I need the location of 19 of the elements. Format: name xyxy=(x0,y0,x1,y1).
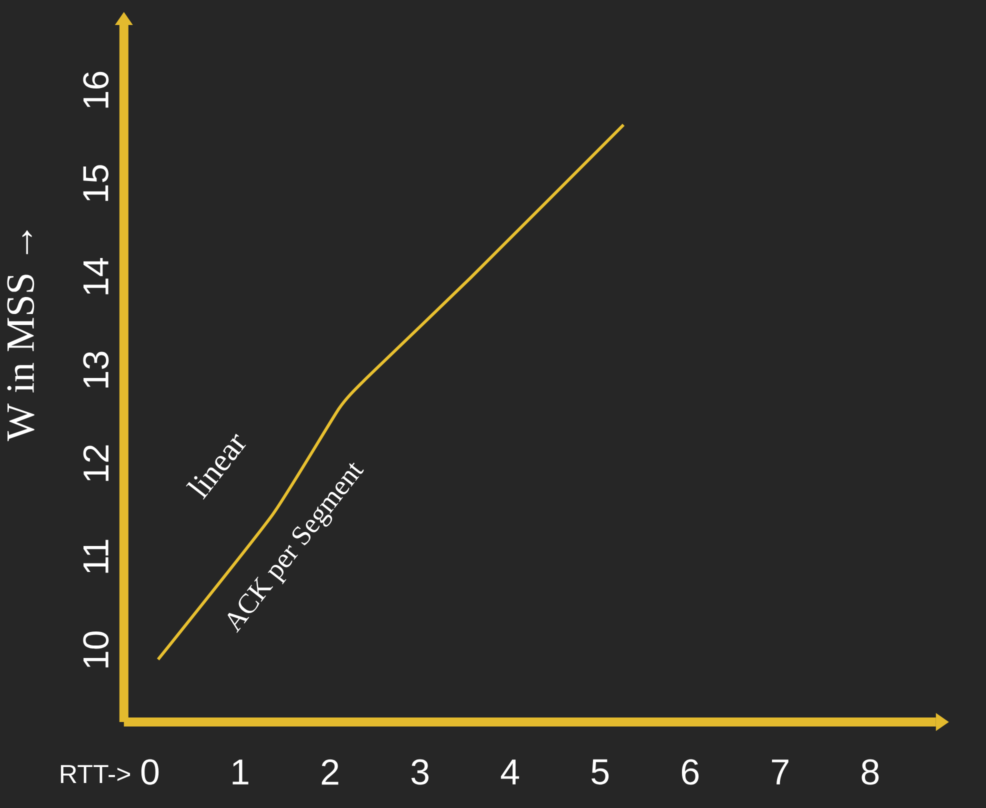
x-tick-label: 8 xyxy=(862,759,879,785)
x-tick-label: 4 xyxy=(500,760,520,784)
y-tick-label: 15 xyxy=(83,165,108,201)
y-tick-label: 11 xyxy=(83,540,108,573)
x-axis-title: RTT-> xyxy=(60,765,130,783)
line-series xyxy=(156,123,626,661)
x-tick-label: 2 xyxy=(322,759,338,785)
x-tick-label: 6 xyxy=(682,759,699,785)
y-tick-label: 12 xyxy=(83,445,108,481)
x-tick-label: 5 xyxy=(592,759,609,785)
y-tick-label: 16 xyxy=(83,72,109,108)
x-tick-label: 3 xyxy=(411,759,429,785)
y-tick-label: 14 xyxy=(83,258,108,294)
x-tick-label: 1 xyxy=(232,760,248,784)
y-axis-title: W in MSS → xyxy=(7,230,34,442)
x-tick-label: 0 xyxy=(141,759,159,785)
x-tick-label: 7 xyxy=(772,760,788,784)
y-tick-label: 13 xyxy=(83,352,109,388)
y-tick-label: 10 xyxy=(83,632,109,668)
